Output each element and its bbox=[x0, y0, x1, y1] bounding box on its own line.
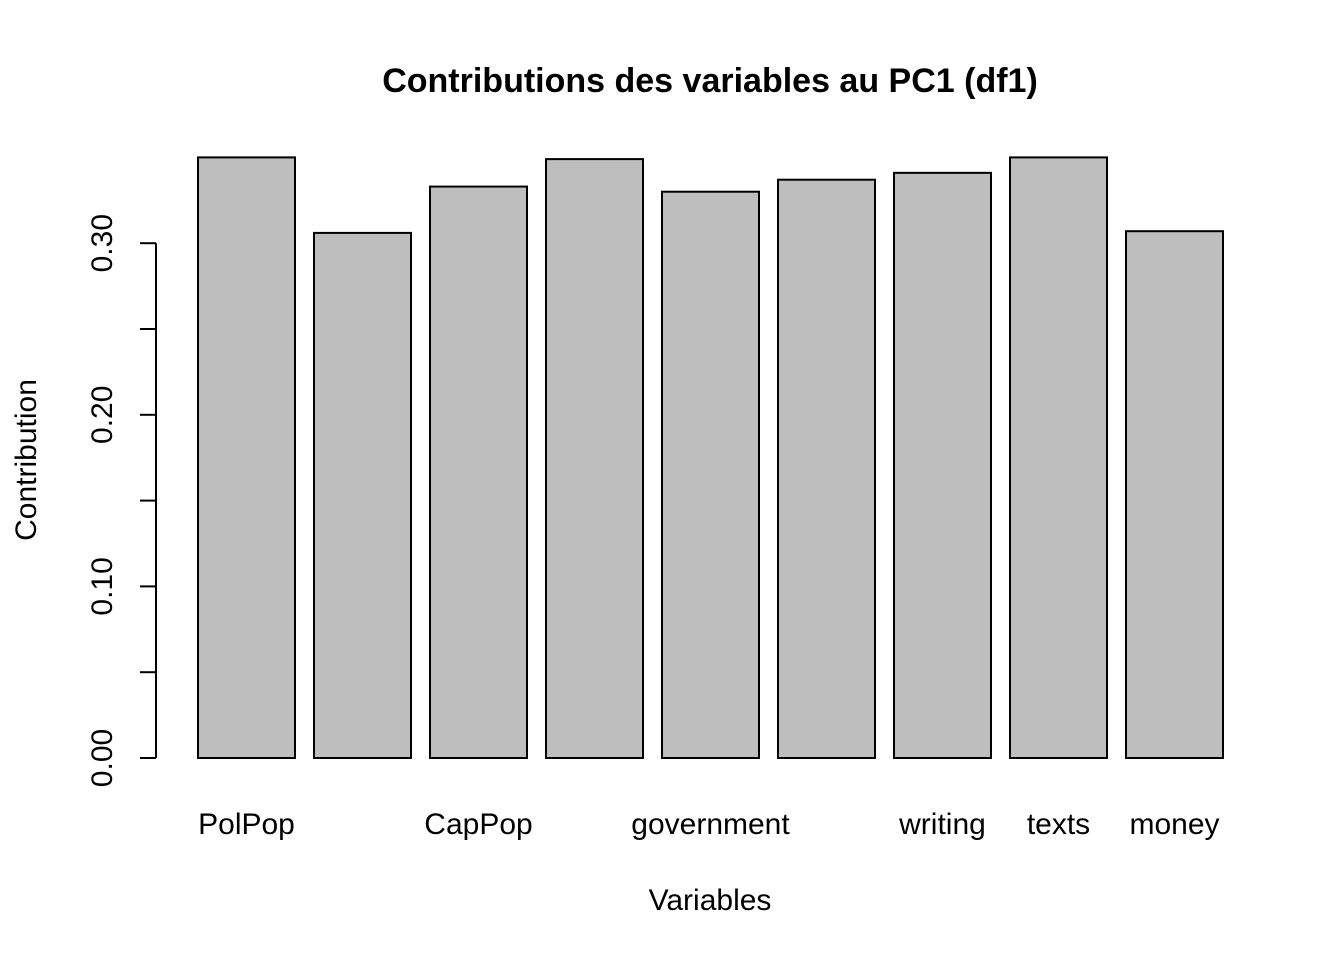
y-tick-label-5: 0.20 bbox=[86, 386, 119, 444]
x-axis-label: Variables bbox=[649, 884, 772, 917]
y-tick-label-1: 0.00 bbox=[86, 729, 119, 787]
bars-group bbox=[197, 156, 1224, 760]
y-axis: 0.00 0.10 0.20 0.30 bbox=[86, 214, 157, 787]
bar-2 bbox=[313, 231, 412, 760]
x-category-label-7: writing bbox=[898, 808, 986, 841]
chart-title: Contributions des variables au PC1 (df1) bbox=[382, 62, 1038, 100]
y-tick-label-7: 0.30 bbox=[86, 214, 119, 272]
y-axis-label: Contribution bbox=[10, 379, 43, 541]
bar-5 bbox=[661, 190, 760, 760]
y-tick-label-3: 0.10 bbox=[86, 557, 119, 615]
bar-4 bbox=[545, 158, 644, 759]
bar-7 bbox=[893, 171, 992, 759]
bar-8 bbox=[1009, 156, 1108, 759]
bar-6 bbox=[777, 178, 876, 759]
x-category-label-1: PolPop bbox=[198, 808, 295, 841]
bar-9 bbox=[1125, 230, 1224, 760]
x-category-label-9: money bbox=[1129, 808, 1219, 841]
bar-3 bbox=[429, 185, 528, 759]
x-category-label-5: government bbox=[631, 808, 790, 841]
x-category-label-8: texts bbox=[1027, 808, 1090, 841]
bar-1 bbox=[197, 156, 296, 759]
x-category-label-3: CapPop bbox=[424, 808, 532, 841]
x-category-labels: PolPop CapPop government writing texts money bbox=[198, 808, 1219, 841]
